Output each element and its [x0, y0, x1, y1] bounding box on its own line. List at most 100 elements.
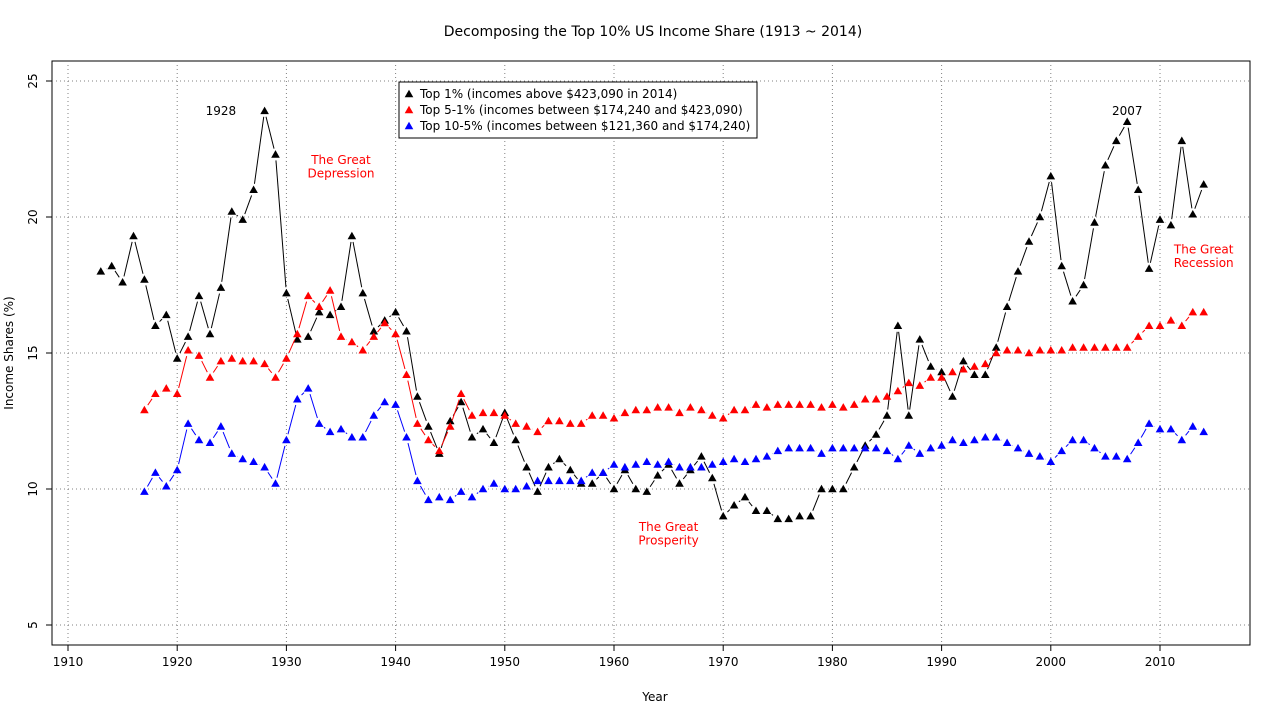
data-point — [282, 354, 291, 362]
data-point — [249, 457, 258, 465]
data-point — [478, 408, 488, 417]
data-point — [172, 465, 182, 474]
series-segment — [997, 312, 1007, 342]
series-1 — [140, 286, 1208, 455]
series-segment — [486, 433, 491, 439]
series-segment — [221, 217, 232, 282]
series-segment — [1107, 146, 1115, 161]
data-point — [828, 400, 837, 408]
data-point — [1024, 449, 1034, 457]
data-point — [751, 506, 761, 514]
series-segment — [771, 513, 774, 516]
data-point — [893, 321, 903, 329]
series-segment — [1040, 181, 1050, 212]
data-point — [937, 367, 946, 376]
data-point — [249, 356, 258, 365]
data-point — [511, 484, 520, 493]
data-point — [467, 492, 477, 501]
data-point — [435, 446, 444, 455]
data-point — [1024, 348, 1034, 357]
data-point — [336, 332, 346, 340]
data-point — [871, 443, 881, 452]
series-segment — [267, 368, 273, 374]
y-tick-label: 5 — [26, 621, 40, 629]
data-point — [205, 329, 215, 338]
data-point — [598, 468, 608, 476]
data-point — [478, 424, 488, 433]
data-point — [522, 422, 531, 430]
data-point — [336, 424, 346, 433]
y-tick-label: 15 — [26, 345, 40, 360]
data-point — [445, 422, 455, 430]
series-segment — [966, 365, 971, 371]
data-point — [784, 443, 793, 452]
data-point — [435, 492, 444, 501]
series-segment — [913, 448, 916, 451]
series-segment — [236, 214, 239, 217]
data-point — [1046, 171, 1056, 180]
series-segment — [607, 467, 610, 470]
data-point — [314, 302, 324, 310]
data-point — [1057, 446, 1066, 455]
data-point — [948, 367, 957, 376]
data-point — [369, 411, 379, 419]
series-segment — [389, 315, 392, 318]
data-point — [533, 427, 542, 436]
annotation-label: Recession — [1174, 256, 1234, 270]
x-tick-label: 1910 — [53, 655, 84, 669]
data-point — [1177, 136, 1187, 145]
data-point — [762, 506, 772, 514]
x-tick-label: 1930 — [271, 655, 302, 669]
data-point — [926, 373, 935, 381]
data-point — [303, 384, 313, 392]
series-segment — [420, 428, 426, 436]
x-axis-title: Year — [641, 690, 667, 704]
data-point — [718, 414, 728, 422]
data-point — [871, 394, 881, 403]
series-segment — [1140, 428, 1147, 438]
data-point — [620, 408, 630, 417]
data-point — [686, 462, 695, 471]
data-point — [522, 482, 531, 490]
x-tick-label: 1920 — [162, 655, 193, 669]
data-point — [1090, 218, 1099, 226]
data-point — [183, 346, 193, 354]
data-point — [1101, 452, 1110, 460]
series-segment — [178, 355, 188, 389]
data-point — [729, 454, 739, 463]
data-point — [260, 359, 269, 368]
data-point — [697, 405, 706, 414]
data-point — [675, 462, 684, 471]
legend-label: Top 5-1% (incomes between $174,240 and $… — [419, 103, 743, 117]
series-segment — [322, 295, 328, 303]
series-layer — [96, 106, 1208, 523]
series-segment — [275, 160, 287, 288]
data-point — [1079, 343, 1088, 351]
data-point — [740, 457, 750, 465]
x-tick-label: 1980 — [817, 655, 848, 669]
data-point — [1101, 343, 1110, 351]
data-point — [675, 408, 684, 417]
data-point — [631, 405, 641, 414]
series-segment — [713, 483, 723, 511]
data-point — [1024, 237, 1034, 245]
data-point — [806, 400, 815, 408]
series-segment — [1185, 316, 1190, 322]
data-point — [904, 378, 914, 387]
data-point — [151, 321, 160, 329]
data-point — [1133, 438, 1143, 446]
series-segment — [1054, 454, 1058, 458]
data-point — [729, 501, 739, 509]
data-point — [260, 106, 269, 115]
series-segment — [134, 241, 144, 274]
data-point — [1166, 316, 1176, 324]
series-segment — [898, 331, 909, 410]
data-point — [904, 441, 914, 449]
data-point — [500, 411, 510, 419]
series-segment — [1065, 443, 1069, 448]
data-point — [238, 454, 247, 463]
data-point — [467, 411, 477, 419]
series-segment — [1174, 433, 1178, 437]
series-segment — [309, 393, 318, 419]
data-point — [587, 411, 597, 419]
